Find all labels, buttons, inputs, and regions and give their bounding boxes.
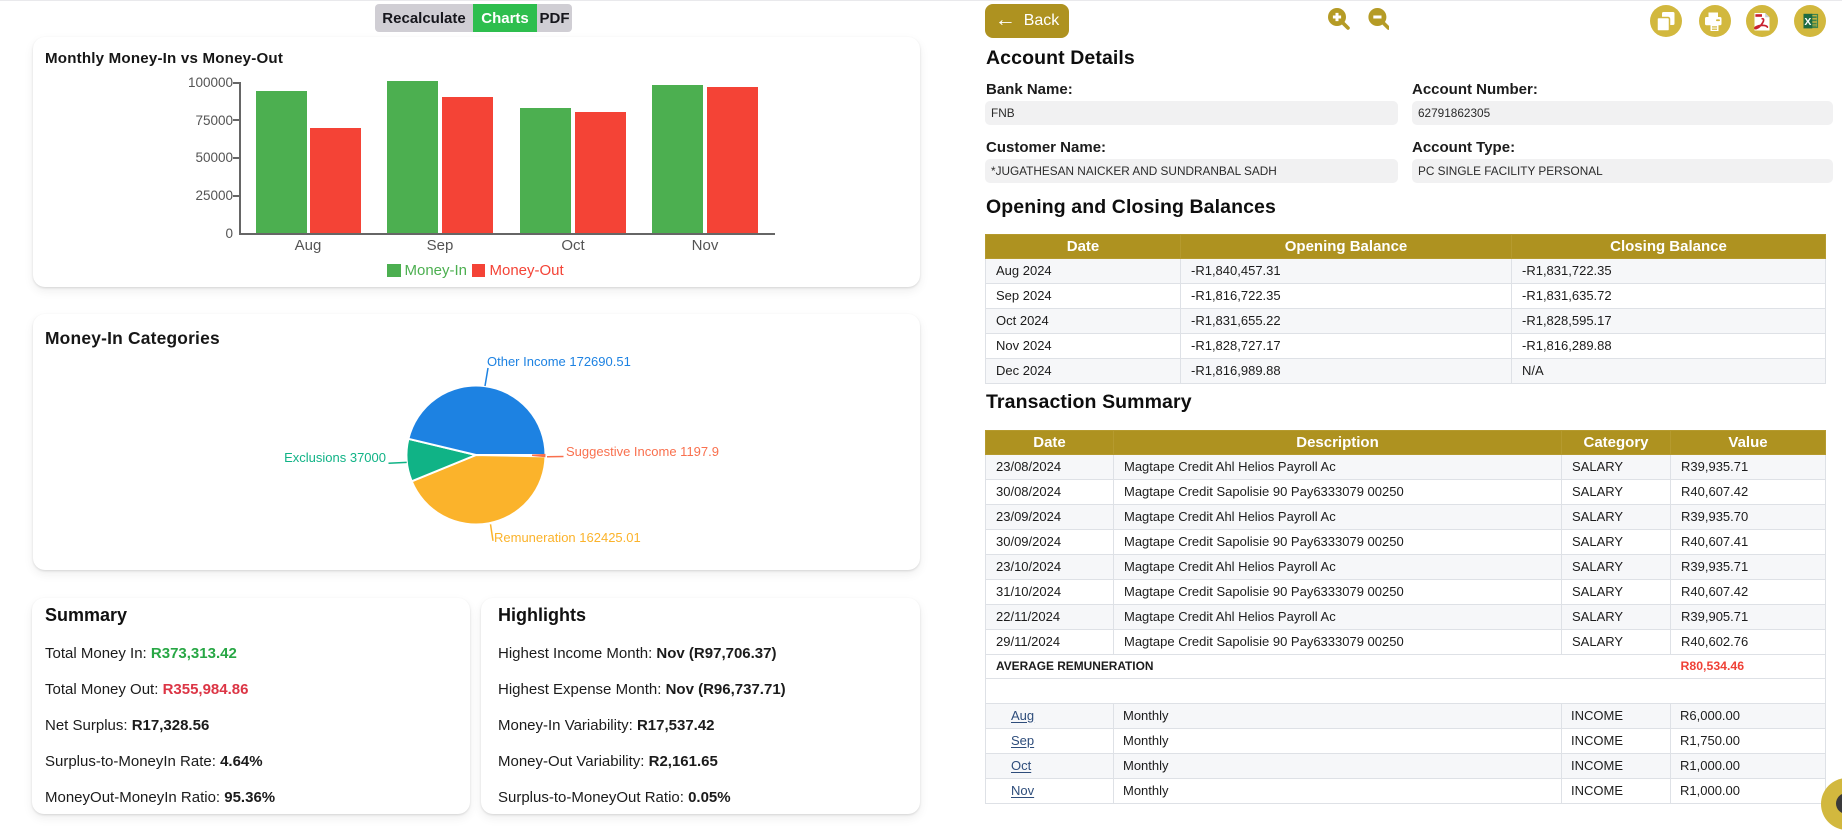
svg-text:X: X: [1804, 16, 1811, 28]
